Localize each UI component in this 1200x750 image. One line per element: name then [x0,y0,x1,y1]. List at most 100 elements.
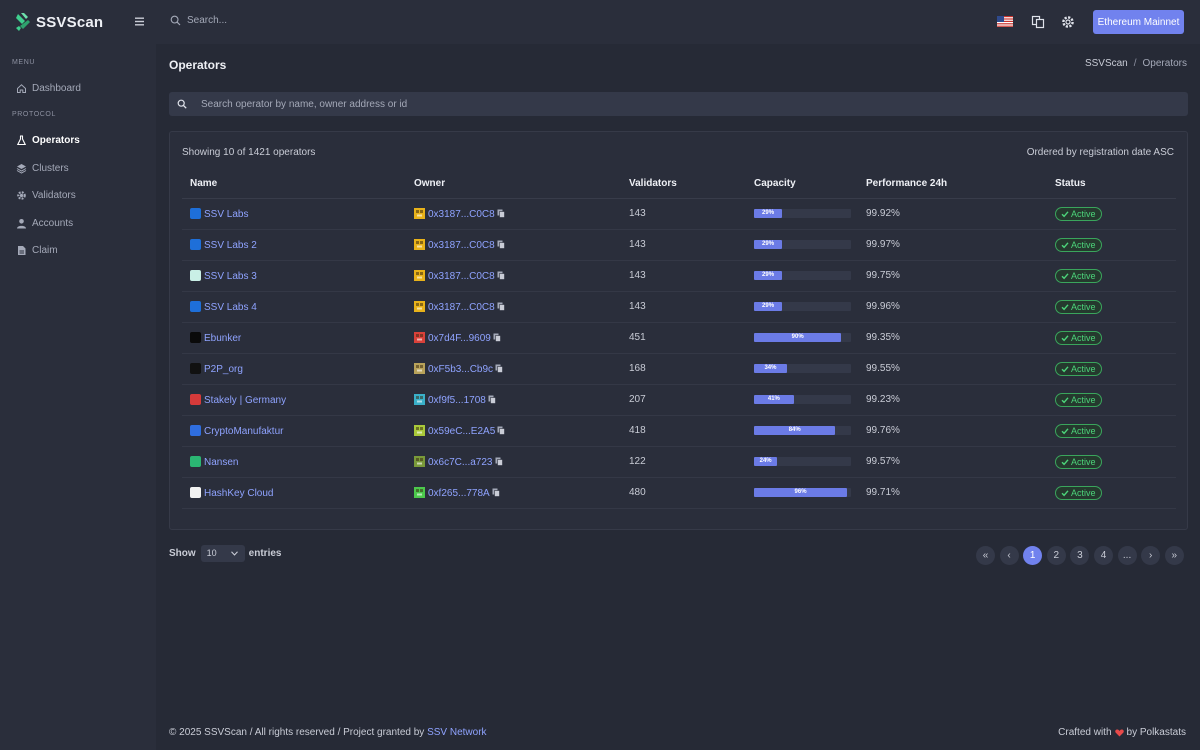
copy-icon[interactable] [497,271,505,280]
sidebar-item-label: Validators [32,189,76,201]
cell-validators: 143 [621,198,746,230]
page-button[interactable]: 4 [1093,546,1113,565]
global-search[interactable] [170,15,487,26]
operator-search-input[interactable] [201,97,1001,111]
copy-icon[interactable] [497,426,506,435]
page-button[interactable]: ... [1117,546,1137,565]
owner-address-link[interactable]: 0x3187...C0C8 [428,239,495,251]
status-label: Active [1071,487,1096,498]
page-button[interactable]: 2 [1046,546,1066,565]
operator-name-link[interactable]: SSV Labs 3 [204,270,257,282]
sidebar-item-validators[interactable]: Validators [16,187,76,203]
page-button[interactable]: 3 [1070,546,1090,565]
cell-capacity: 24% [746,446,858,478]
page-button[interactable]: 1 [1023,546,1043,565]
cell-capacity: 96% [746,477,858,509]
us-flag-icon[interactable] [997,16,1013,27]
settings-gear-icon[interactable] [1061,15,1075,29]
copy-icon[interactable] [495,457,503,466]
sidebar-item-claim[interactable]: Claim [16,242,58,258]
copy-icon[interactable] [493,333,501,342]
cell-status: Active [1047,260,1176,292]
header-owner[interactable]: Owner [406,169,621,199]
copy-icon[interactable] [497,209,505,218]
header-capacity[interactable]: Capacity [746,169,858,199]
show-entries: Show 10 entries [169,545,281,562]
status-badge: Active [1055,299,1102,314]
cell-owner: 0x3187...C0C8 [406,198,621,230]
owner-address-link[interactable]: 0x7d4F...9609 [428,332,491,344]
cell-name: P2P_org [182,353,406,385]
page-button[interactable]: ‹ [999,546,1019,565]
operator-search[interactable] [169,92,1188,116]
copy-icon[interactable] [497,302,505,311]
logo[interactable]: SSVScan [14,11,103,33]
header-validators[interactable]: Validators [621,169,746,199]
owner-address-link[interactable]: 0x59eC...E2A5 [428,425,496,437]
footer-ssv-network-link[interactable]: SSV Network [427,727,487,738]
header-status[interactable]: Status [1047,169,1176,199]
operator-name-link[interactable]: HashKey Cloud [204,487,274,499]
menu-toggle-icon[interactable] [134,16,145,27]
footer-copyright-text: © 2025 SSVScan / All rights reserved / P… [169,727,425,738]
owner-address-link[interactable]: 0xf9f5...1708 [428,394,486,406]
entries-value: 10 [206,548,217,558]
search-icon [170,15,181,26]
cell-name: SSV Labs 2 [182,229,406,261]
sidebar-item-dashboard[interactable]: Dashboard [16,80,81,96]
owner-address-link[interactable]: 0x3187...C0C8 [428,208,495,220]
owner-address-link[interactable]: 0xf265...778A [428,487,490,499]
capacity-bar-fill: 90% [754,333,842,342]
page-button[interactable]: « [976,546,995,565]
sidebar-item-operators[interactable]: Operators [16,132,80,148]
check-icon [1061,489,1069,496]
copy-icon[interactable] [497,240,505,249]
operator-logo-icon [190,207,201,219]
sidebar-item-accounts[interactable]: Accounts [16,215,73,231]
operator-name-link[interactable]: SSV Labs 2 [204,239,257,251]
header-name[interactable]: Name [182,169,406,199]
copy-icon[interactable] [488,395,496,404]
owner-avatar-icon [414,331,425,343]
operator-name-link[interactable]: P2P_org [204,363,243,375]
operator-name-link[interactable]: Ebunker [204,332,242,344]
status-label: Active [1071,301,1096,312]
page-button[interactable]: » [1164,546,1184,565]
operator-logo-icon [190,424,201,436]
showing-count: Showing 10 of 1421 operators [182,147,316,158]
operator-name-link[interactable]: SSV Labs [204,208,249,220]
user-icon [17,218,26,228]
header-performance[interactable]: Performance 24h [858,169,1047,199]
breadcrumb-root-link[interactable]: SSVScan [1084,58,1128,69]
check-icon [1061,427,1069,434]
cell-validators: 143 [621,229,746,261]
capacity-bar: 84% [754,426,851,435]
cell-performance: 99.55% [858,353,1047,385]
owner-avatar-icon [414,455,425,467]
owner-address-link[interactable]: 0x3187...C0C8 [428,301,495,313]
network-selector-button[interactable]: Ethereum Mainnet [1093,10,1184,34]
cell-owner: 0x59eC...E2A5 [406,415,621,447]
capacity-bar: 90% [754,333,851,342]
owner-address-link[interactable]: 0x6c7C...a723 [428,456,493,468]
cell-validators: 143 [621,260,746,292]
operator-name-link[interactable]: SSV Labs 4 [204,301,257,313]
copy-pages-icon[interactable] [1031,15,1045,29]
footer-credits: Crafted with by Polkastats [1058,727,1186,738]
status-label: Active [1071,270,1096,281]
page-button[interactable]: › [1141,546,1161,565]
copy-icon[interactable] [492,488,500,497]
owner-address-link[interactable]: 0x3187...C0C8 [428,270,495,282]
sidebar-item-clusters[interactable]: Clusters [16,160,69,176]
sidebar-item-label: Clusters [32,162,69,174]
owner-address-link[interactable]: 0xF5b3...Cb9c [428,363,494,375]
ssvscan-logo-icon [16,13,30,31]
operator-name-link[interactable]: Stakely | Germany [204,394,287,406]
operator-name-link[interactable]: CryptoManufaktur [204,425,284,437]
operator-name-link[interactable]: Nansen [204,456,239,468]
entries-select[interactable]: 10 [200,545,245,562]
operator-logo-icon [190,362,201,374]
global-search-input[interactable] [187,15,487,26]
copy-icon[interactable] [495,364,503,373]
status-badge: Active [1055,361,1102,376]
